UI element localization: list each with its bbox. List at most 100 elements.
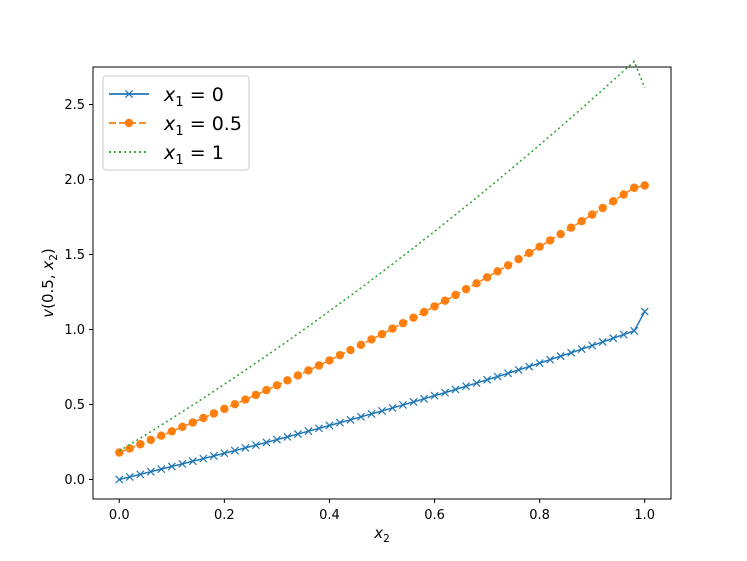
data-point — [115, 448, 124, 457]
y-axis: 0.0 0.5 1.0 1.5 2.0 2.5 — [64, 98, 93, 488]
data-point — [199, 454, 208, 463]
data-point — [619, 190, 628, 199]
x-tick-label: 0.0 — [109, 508, 130, 523]
data-point — [409, 397, 418, 406]
data-point — [241, 443, 250, 452]
data-point — [545, 236, 555, 245]
data-point — [388, 403, 397, 412]
data-point — [587, 210, 597, 219]
plot-area — [115, 60, 649, 484]
data-point — [209, 451, 218, 460]
data-point — [630, 326, 639, 335]
data-point — [630, 183, 639, 192]
data-point — [535, 242, 544, 251]
legend-label: x1 = 0.5 — [163, 113, 242, 139]
data-point — [346, 415, 355, 424]
data-point — [178, 422, 187, 432]
data-point — [598, 337, 607, 346]
legend-marker — [124, 118, 134, 128]
data-point — [640, 307, 649, 316]
data-point — [283, 432, 292, 441]
data-point — [136, 470, 145, 479]
y-tick-label: 2.5 — [64, 98, 85, 113]
data-point — [209, 409, 219, 418]
data-point — [325, 421, 334, 430]
data-point — [115, 475, 124, 484]
data-point — [409, 313, 418, 322]
y-axis-label: v(0.5, x2) — [39, 248, 60, 318]
data-point — [125, 444, 134, 453]
data-point — [230, 446, 239, 455]
data-point — [188, 457, 197, 466]
x-tick-label: 0.6 — [424, 508, 445, 523]
series-line — [119, 184, 645, 454]
data-point — [546, 355, 555, 364]
data-point — [220, 404, 229, 414]
data-point — [588, 341, 597, 350]
legend: x1 = 0 x1 = 0.5 x1 = 1 — [102, 75, 250, 171]
data-point — [272, 435, 281, 444]
data-point — [377, 406, 387, 415]
data-point — [304, 427, 313, 436]
data-point — [535, 359, 544, 368]
data-point — [314, 361, 324, 370]
data-point — [304, 366, 313, 375]
x-tick-label: 0.4 — [319, 508, 340, 523]
data-point — [346, 345, 355, 355]
data-point — [367, 409, 376, 418]
data-point — [272, 381, 282, 390]
data-point — [430, 302, 439, 311]
data-point — [451, 290, 460, 300]
y-tick-label: 0.5 — [64, 398, 85, 413]
plot-frame — [92, 66, 672, 500]
data-point — [293, 371, 303, 380]
data-point — [430, 391, 439, 400]
data-point — [356, 340, 366, 349]
data-point — [388, 324, 397, 333]
data-point — [157, 431, 166, 440]
series-x-1-0-5 — [115, 181, 649, 457]
data-point — [440, 296, 450, 305]
data-point — [356, 412, 366, 421]
legend-item: x1 = 0.5 — [109, 113, 242, 139]
data-point — [566, 223, 576, 232]
data-point — [262, 385, 271, 395]
data-point — [188, 418, 198, 427]
data-point — [293, 430, 302, 439]
data-point — [503, 261, 513, 270]
legend-label: x1 = 1 — [163, 142, 224, 168]
y-tick-label: 2.0 — [64, 173, 85, 188]
data-point — [136, 440, 145, 449]
data-point — [419, 307, 429, 317]
data-point — [262, 438, 271, 447]
data-point — [398, 400, 408, 409]
legend-item: x1 = 0 — [109, 84, 224, 110]
data-point — [199, 413, 208, 423]
data-point — [524, 248, 534, 258]
data-point — [482, 273, 492, 282]
data-point — [335, 350, 345, 360]
data-point — [251, 390, 261, 400]
data-point — [178, 459, 187, 468]
x-tick-label: 1.0 — [634, 508, 655, 523]
y-tick-label: 1.0 — [64, 323, 85, 338]
data-point — [220, 449, 229, 458]
data-point — [125, 472, 134, 481]
data-point — [514, 365, 523, 374]
data-point — [472, 279, 481, 288]
data-point — [577, 217, 586, 226]
data-point — [514, 254, 523, 264]
data-point — [504, 369, 513, 378]
data-point — [167, 462, 176, 471]
data-point — [157, 465, 166, 474]
data-point — [598, 203, 607, 213]
y-tick-label: 0.0 — [64, 473, 85, 488]
x-axis: 0.0 0.2 0.4 0.6 0.8 1.0 — [109, 499, 655, 523]
data-point — [451, 385, 460, 394]
legend-item: x1 = 1 — [109, 142, 224, 168]
data-point — [640, 181, 649, 190]
data-point — [493, 267, 502, 276]
y-tick-label: 1.5 — [64, 248, 85, 263]
data-point — [377, 329, 387, 339]
